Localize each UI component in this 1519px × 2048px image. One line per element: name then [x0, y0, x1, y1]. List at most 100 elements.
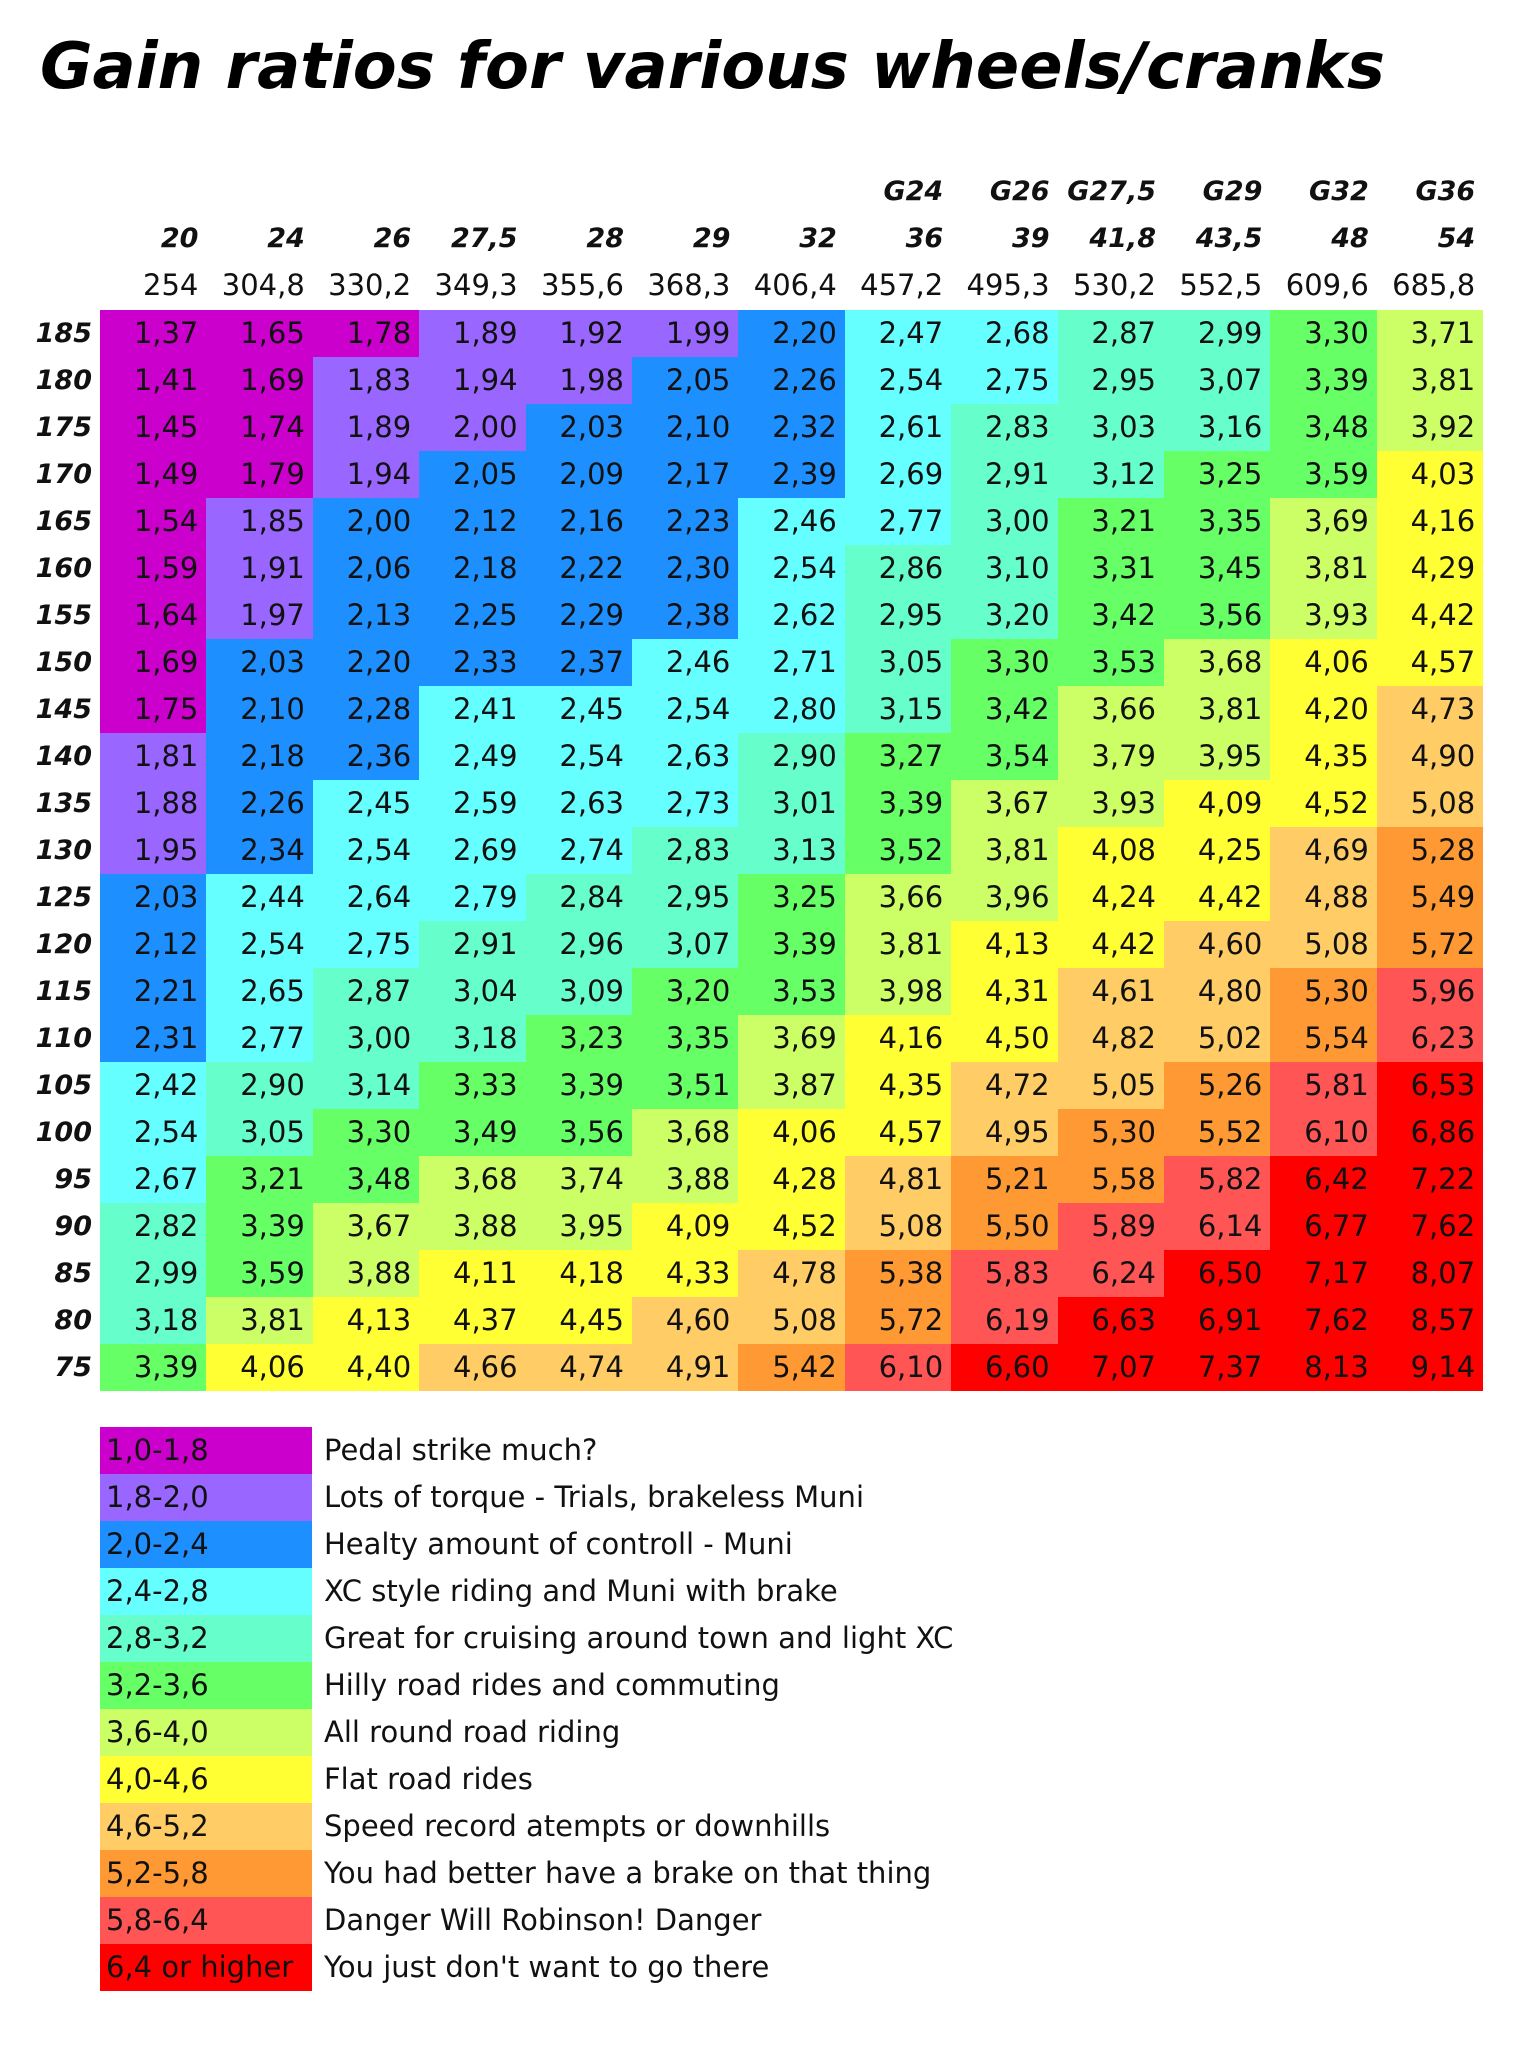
ratio-cell: 4,72: [951, 1062, 1058, 1109]
legend-label: Pedal strike much?: [324, 1433, 598, 1467]
ratio-cell: 3,14: [312, 1062, 420, 1109]
gear-header: G27,5: [1067, 176, 1156, 207]
ratio-cell: 3,16: [1164, 404, 1271, 451]
ratio-cell: 2,68: [951, 310, 1058, 357]
legend-range: 4,0-4,6: [100, 1756, 312, 1803]
ratio-cell: 5,89: [1057, 1203, 1164, 1250]
ratio-cell: 2,18: [206, 733, 313, 780]
ratio-cell: 8,07: [1376, 1250, 1484, 1297]
ratio-cell: 3,42: [1057, 592, 1164, 639]
ratio-cell: 5,26: [1164, 1062, 1271, 1109]
legend-label: Danger Will Robinson! Danger: [324, 1903, 762, 1937]
ratio-cell: 3,52: [844, 827, 952, 874]
ratio-cell: 4,20: [1270, 686, 1377, 733]
ratio-cell: 5,83: [951, 1250, 1058, 1297]
ratio-cell: 3,35: [632, 1015, 739, 1062]
legend-range: 1,0-1,8: [100, 1427, 312, 1474]
ratio-cell: 3,35: [1164, 498, 1271, 545]
wheel-header: 43,5: [1195, 223, 1263, 254]
ratio-cell: 3,39: [738, 921, 845, 968]
ratio-cell: 3,51: [632, 1062, 739, 1109]
ratio-cell: 4,37: [419, 1297, 526, 1344]
ratio-cell: 3,30: [312, 1109, 420, 1156]
ratio-cell: 2,46: [632, 639, 739, 686]
ratio-cell: 3,81: [1164, 686, 1271, 733]
ratio-cell: 3,96: [951, 874, 1058, 921]
ratio-cell: 5,08: [1270, 921, 1377, 968]
ratio-cell: 4,40: [312, 1344, 420, 1391]
ratio-cell: 3,15: [844, 686, 952, 733]
ratio-cell: 1,75: [100, 686, 207, 733]
ratio-cell: 2,54: [632, 686, 739, 733]
legend-range: 5,2-5,8: [100, 1850, 312, 1897]
ratio-cell: 2,21: [100, 968, 207, 1015]
ratio-cell: 5,02: [1164, 1015, 1271, 1062]
ratio-cell: 5,08: [1376, 780, 1484, 827]
ratio-cell: 3,03: [1057, 404, 1164, 451]
ratio-cell: 2,95: [844, 592, 952, 639]
ratio-cell: 2,33: [419, 639, 526, 686]
ratio-cell: 3,42: [951, 686, 1058, 733]
ratio-cell: 5,82: [1164, 1156, 1271, 1203]
legend-range: 2,0-2,4: [100, 1521, 312, 1568]
gear-header: G36: [1415, 176, 1476, 207]
ratio-cell: 3,13: [738, 827, 845, 874]
crank-length: 90: [54, 1211, 92, 1242]
ratio-cell: 4,74: [525, 1344, 632, 1391]
ratio-cell: 1,88: [100, 780, 207, 827]
ratio-cell: 3,95: [525, 1203, 632, 1250]
ratio-cell: 2,28: [312, 686, 420, 733]
diameter-header: 457,2: [860, 268, 944, 302]
ratio-cell: 2,03: [525, 404, 632, 451]
ratio-cell: 4,42: [1164, 874, 1271, 921]
ratio-cell: 4,95: [951, 1109, 1058, 1156]
legend-range: 5,8-6,4: [100, 1897, 312, 1944]
ratio-cell: 1,97: [206, 592, 313, 639]
ratio-cell: 4,45: [525, 1297, 632, 1344]
ratio-cell: 3,39: [100, 1344, 207, 1391]
crank-length: 75: [54, 1352, 92, 1383]
gear-header: G32: [1309, 176, 1369, 207]
ratio-cell: 2,80: [738, 686, 845, 733]
ratio-cell: 7,37: [1164, 1344, 1271, 1391]
ratio-cell: 3,30: [951, 639, 1058, 686]
legend-range: 6,4 or higher: [100, 1944, 312, 1991]
wheel-header: 41,8: [1089, 223, 1156, 254]
ratio-cell: 2,09: [525, 451, 632, 498]
ratio-cell: 1,85: [206, 498, 313, 545]
ratio-cell: 5,30: [1057, 1109, 1164, 1156]
ratio-cell: 4,16: [1376, 498, 1484, 545]
ratio-cell: 3,10: [951, 545, 1058, 592]
crank-length: 110: [35, 1023, 92, 1054]
ratio-cell: 2,45: [312, 780, 420, 827]
ratio-cell: 2,69: [419, 827, 526, 874]
ratio-cell: 2,79: [419, 874, 526, 921]
ratio-cell: 2,54: [525, 733, 632, 780]
ratio-cell: 1,69: [100, 639, 207, 686]
ratio-cell: 2,18: [419, 545, 526, 592]
ratio-cell: 3,59: [206, 1250, 313, 1297]
crank-length: 95: [54, 1164, 92, 1195]
diameter-header: 685,8: [1392, 268, 1476, 302]
ratio-cell: 2,75: [951, 357, 1058, 404]
ratio-cell: 4,18: [525, 1250, 632, 1297]
ratio-cell: 3,39: [206, 1203, 313, 1250]
ratio-cell: 3,07: [1164, 357, 1271, 404]
diameter-header: 609,6: [1285, 268, 1369, 302]
ratio-cell: 3,25: [1164, 451, 1271, 498]
ratio-cell: 4,52: [1270, 780, 1377, 827]
ratio-cell: 1,89: [312, 404, 420, 451]
ratio-cell: 4,24: [1057, 874, 1164, 921]
ratio-cell: 3,59: [1270, 451, 1377, 498]
ratio-cell: 2,99: [100, 1250, 207, 1297]
ratio-cell: 3,39: [844, 780, 952, 827]
ratio-cell: 2,87: [312, 968, 420, 1015]
ratio-cell: 3,27: [844, 733, 952, 780]
ratio-cell: 2,77: [206, 1015, 313, 1062]
crank-length: 150: [35, 647, 92, 678]
ratio-cell: 4,57: [1376, 639, 1484, 686]
ratio-cell: 4,61: [1057, 968, 1164, 1015]
ratio-cell: 2,03: [100, 874, 207, 921]
ratio-cell: 2,25: [419, 592, 526, 639]
ratio-cell: 1,54: [100, 498, 207, 545]
